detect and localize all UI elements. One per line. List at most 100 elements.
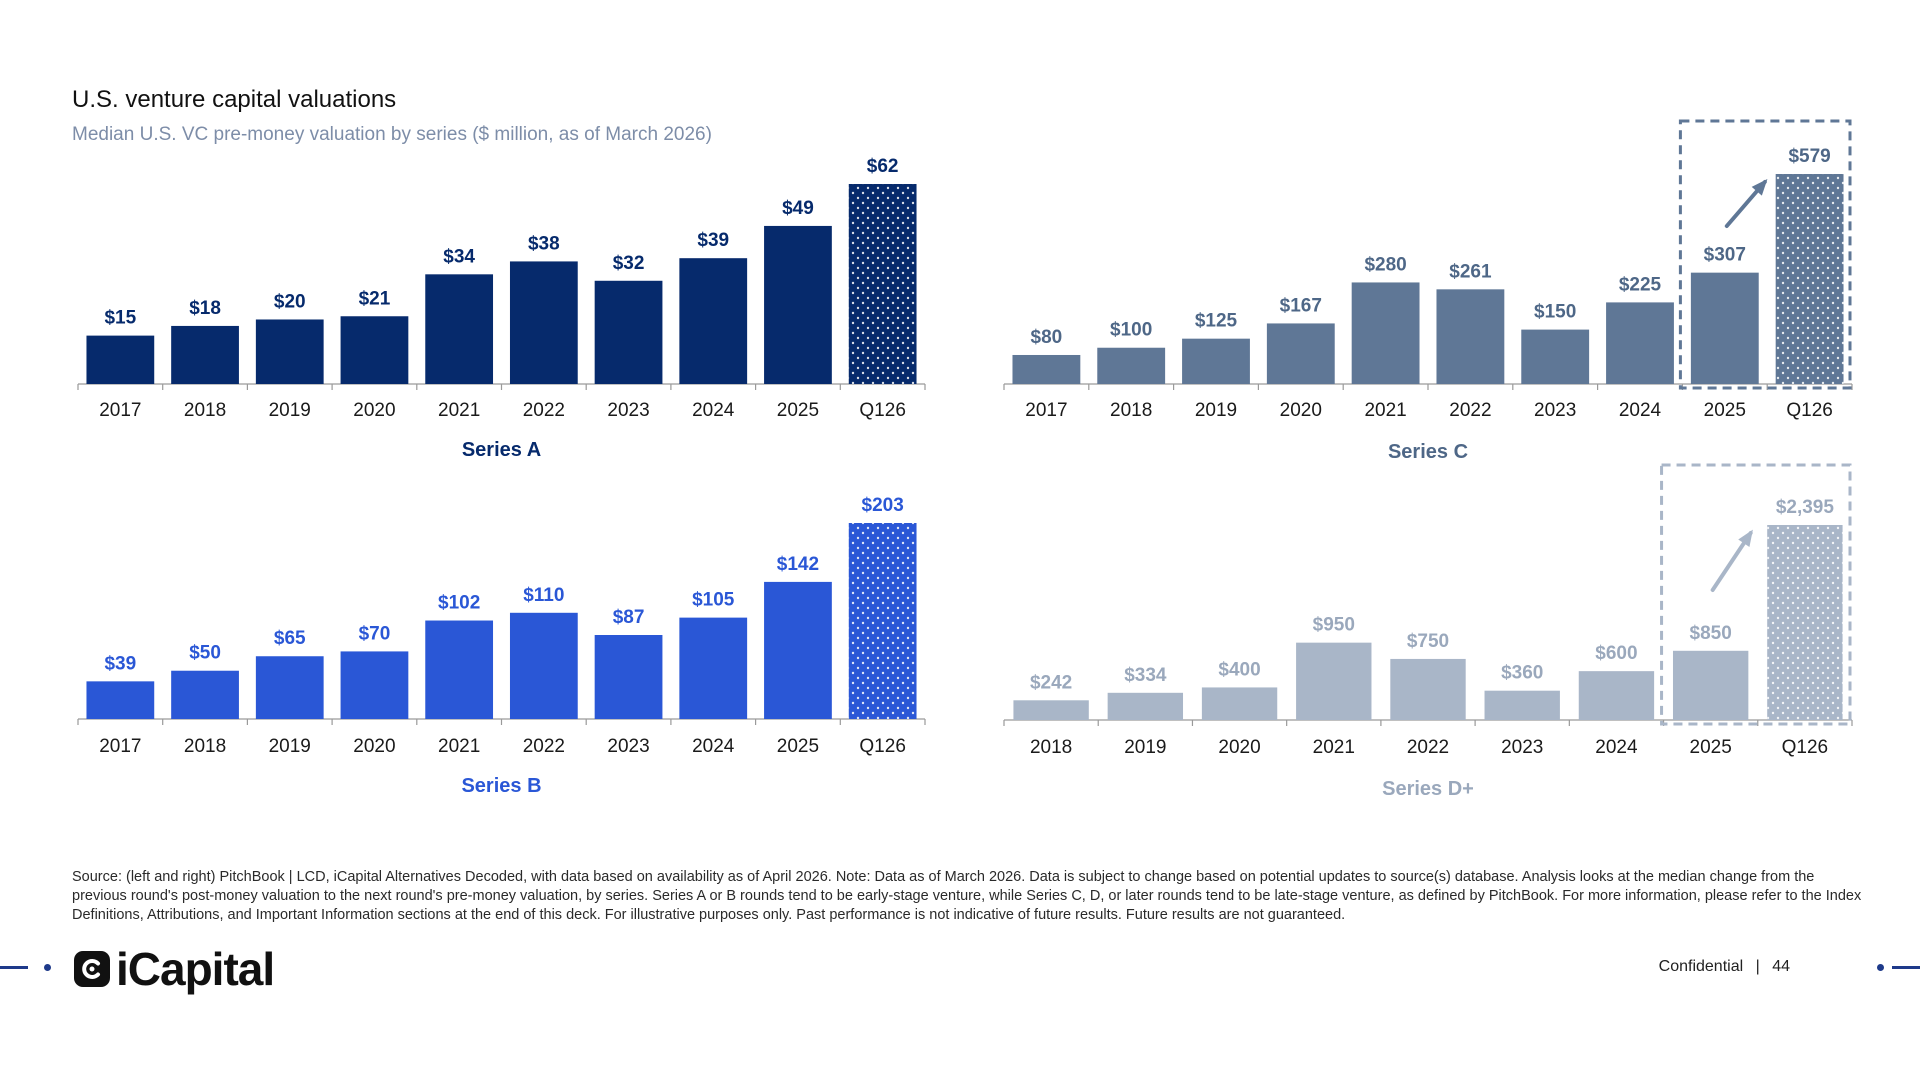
series-d-bar xyxy=(1201,687,1278,720)
footer-accent-line-right xyxy=(1892,966,1920,969)
series-d-tick-label: 2022 xyxy=(1407,737,1449,758)
icapital-logo: iCapital xyxy=(74,943,275,995)
series-b-data-label: $105 xyxy=(692,590,735,611)
series-b-bar-dots xyxy=(848,523,917,719)
series-c-data-label: $307 xyxy=(1704,245,1746,266)
series-a-data-label: $38 xyxy=(528,233,560,254)
series-d-data-label: $2,395 xyxy=(1776,497,1835,518)
logo-text: iCapital xyxy=(116,943,275,995)
series-a-tick-label: 2021 xyxy=(438,400,480,421)
series-b-bar xyxy=(255,656,324,719)
series-d-tick-label: 2025 xyxy=(1690,737,1732,758)
series-c-highlight-box xyxy=(1678,119,1852,390)
series-b-data-label: $110 xyxy=(523,585,564,606)
series-b-tick-label: 2023 xyxy=(607,736,649,757)
series-c-tick-label: 2018 xyxy=(1110,400,1152,421)
series-b-bar xyxy=(171,670,239,719)
series-a-data-label: $15 xyxy=(104,308,136,329)
series-d-data-label: $334 xyxy=(1124,665,1167,686)
series-d-chart-title: Series D+ xyxy=(1382,778,1474,800)
series-c-tick-label: 2020 xyxy=(1280,400,1322,421)
series-c-tick-label: 2017 xyxy=(1025,400,1067,421)
series-b-bar xyxy=(340,651,409,719)
series-c-bar xyxy=(1521,329,1590,384)
series-d-bar-dots xyxy=(1767,525,1843,720)
series-a-tick-label: 2022 xyxy=(523,400,565,421)
series-a-bar xyxy=(425,274,494,384)
series-a-data-label: $62 xyxy=(867,156,899,177)
series-b-data-label: $70 xyxy=(359,623,391,644)
arrow-head-icon xyxy=(1751,178,1768,196)
series-a-data-label: $34 xyxy=(443,246,475,267)
series-b-data-label: $142 xyxy=(777,554,819,575)
series-b-data-label: $65 xyxy=(274,628,306,649)
series-b-chart-title: Series B xyxy=(461,775,541,797)
series-b-bar xyxy=(764,581,832,719)
series-a-tick-label: 2019 xyxy=(269,400,311,421)
series-b-tick-label: 2025 xyxy=(777,736,819,757)
series-d-bar xyxy=(1107,692,1184,720)
series-c-data-label: $579 xyxy=(1788,146,1830,167)
page-footer-info: Confidential | 44 xyxy=(1659,958,1790,976)
series-a-tick-label: 2018 xyxy=(184,400,226,421)
series-d-bar xyxy=(1578,671,1655,720)
series-c-tick-label: 2019 xyxy=(1195,400,1237,421)
series-c-bar xyxy=(1182,338,1250,384)
series-a-bar-dots xyxy=(848,184,917,384)
series-c-tick-label: 2023 xyxy=(1534,400,1576,421)
series-d-bar xyxy=(1013,700,1089,720)
series-d-tick-label: 2023 xyxy=(1501,737,1543,758)
page-separator: | xyxy=(1755,958,1760,975)
series-a-bar xyxy=(764,225,832,384)
series-a-chart-title: Series A xyxy=(462,439,541,461)
series-c-bar xyxy=(1690,272,1759,384)
series-b-data-label: $50 xyxy=(189,643,221,664)
footer-accent-dot-left xyxy=(44,964,51,971)
series-b-tick-label: 2020 xyxy=(353,736,395,757)
series-c-bar xyxy=(1606,302,1674,384)
series-a-tick-label: 2020 xyxy=(353,400,395,421)
series-b-bar xyxy=(594,635,663,719)
series-d-bar xyxy=(1672,650,1749,720)
series-a-tick-label: 2023 xyxy=(607,400,649,421)
series-d-data-label: $750 xyxy=(1407,631,1449,652)
series-a-data-label: $32 xyxy=(613,253,645,274)
series-b-data-label: $39 xyxy=(104,653,136,674)
series-d-bar xyxy=(1390,658,1466,720)
series-d-tick-label: 2019 xyxy=(1124,737,1166,758)
series-a-bar xyxy=(171,325,239,384)
series-d-tick-label: 2018 xyxy=(1030,737,1072,758)
series-b-data-label: $87 xyxy=(613,607,645,628)
series-d-tick-label: 2020 xyxy=(1218,737,1260,758)
series-c-bar xyxy=(1266,323,1335,384)
series-b-bar xyxy=(425,620,494,719)
series-a-data-label: $18 xyxy=(189,298,221,319)
series-c-tick-label: 2025 xyxy=(1704,400,1746,421)
series-b-tick-label: 2017 xyxy=(99,736,141,757)
series-b-tick-label: 2019 xyxy=(269,736,311,757)
series-d-data-label: $850 xyxy=(1690,623,1732,644)
series-d-data-label: $600 xyxy=(1595,643,1637,664)
series-d-tick-label: 2021 xyxy=(1313,737,1355,758)
series-d-bar xyxy=(1296,642,1372,720)
series-b-tick-label: Q126 xyxy=(859,736,905,757)
source-note: Source: (left and right) PitchBook | LCD… xyxy=(72,869,1862,923)
series-b-tick-label: 2022 xyxy=(523,736,565,757)
series-d-tick-label: 2024 xyxy=(1595,737,1638,758)
series-c-data-label: $167 xyxy=(1280,295,1322,316)
series-a-data-label: $39 xyxy=(697,230,729,251)
series-a-tick-label: Q126 xyxy=(859,400,905,421)
series-c-bar-dots xyxy=(1775,174,1844,384)
series-a-tick-label: 2025 xyxy=(777,400,819,421)
series-a-data-label: $20 xyxy=(274,291,306,312)
page-subtitle: Median U.S. VC pre-money valuation by se… xyxy=(72,124,712,145)
series-a-tick-label: 2017 xyxy=(99,400,141,421)
series-c-bar xyxy=(1012,354,1081,384)
footer-accent-line-left xyxy=(0,966,28,969)
series-c-data-label: $100 xyxy=(1110,320,1152,341)
series-b-tick-label: 2021 xyxy=(438,736,480,757)
series-d-data-label: $950 xyxy=(1313,615,1355,636)
page-title: U.S. venture capital valuations xyxy=(72,86,397,113)
series-a-data-label: $21 xyxy=(359,288,391,309)
